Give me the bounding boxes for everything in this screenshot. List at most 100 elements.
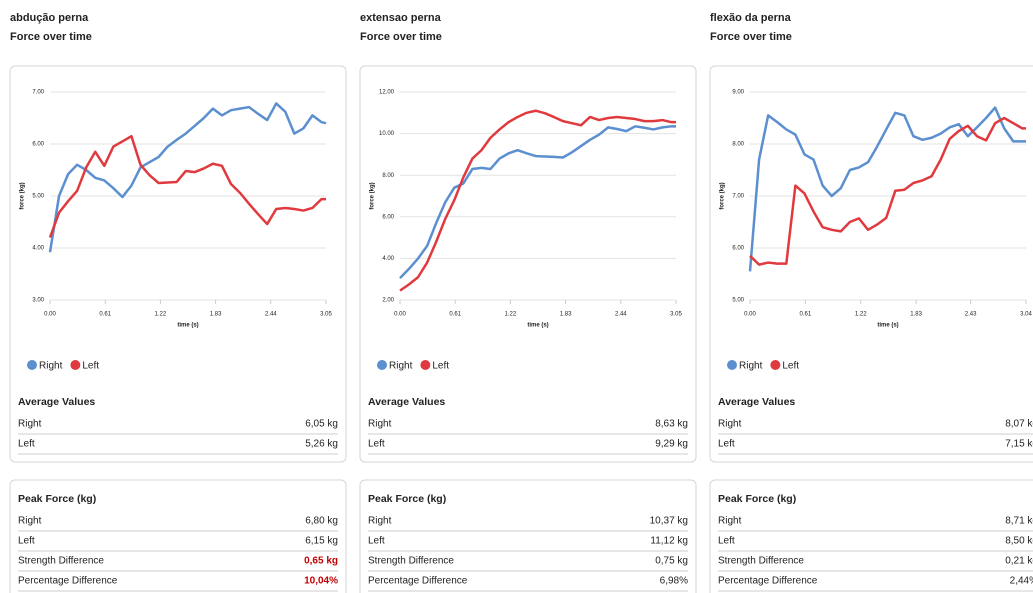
x-tick-label: 2.43 — [965, 312, 977, 318]
row-label: Left — [18, 439, 35, 450]
panel-subtitle: Force over time — [10, 31, 92, 43]
row-label: Strength Difference — [18, 556, 104, 567]
row-value: 10,37 kg — [650, 516, 688, 527]
y-axis-label: force (kg) — [720, 182, 726, 209]
row-label: Right — [18, 516, 42, 527]
legend-label: Left — [782, 361, 799, 372]
y-tick-label: 5.00 — [732, 298, 744, 304]
panel-subtitle: Force over time — [710, 31, 792, 43]
peak-card — [359, 479, 697, 593]
y-tick-label: 5.00 — [32, 194, 44, 200]
panel-title: flexão da perna — [710, 12, 792, 24]
series-line — [748, 106, 1026, 272]
row-value: 9,29 kg — [655, 439, 688, 450]
series-line — [749, 116, 1026, 266]
chart-card — [359, 65, 697, 463]
row-value: 5,26 kg — [305, 439, 338, 450]
x-axis-label: time (s) — [877, 323, 898, 329]
x-tick-label: 1.22 — [855, 312, 867, 318]
peak-card — [709, 479, 1033, 593]
legend-swatch — [27, 360, 37, 370]
row-label: Right — [718, 516, 742, 527]
x-axis-label: time (s) — [527, 323, 548, 329]
x-tick-label: 3.05 — [320, 312, 332, 318]
y-tick-label: 6.00 — [382, 214, 394, 220]
row-label: Left — [718, 439, 735, 450]
legend-label: Left — [82, 361, 99, 372]
x-tick-label: 0.61 — [99, 312, 111, 318]
row-value: 11,12 kg — [650, 536, 688, 547]
y-tick-label: 10.00 — [379, 131, 395, 137]
x-tick-label: 3.05 — [670, 312, 682, 318]
y-tick-label: 7.00 — [32, 90, 44, 96]
x-tick-label: 2.44 — [265, 312, 277, 318]
legend-swatch — [377, 360, 387, 370]
series-line — [399, 109, 676, 292]
y-tick-label: 4.00 — [382, 256, 394, 262]
row-label: Left — [368, 439, 385, 450]
row-value: 0,75 kg — [655, 556, 688, 567]
row-value: 6,15 kg — [305, 536, 338, 547]
legend-swatch — [727, 360, 737, 370]
y-tick-label: 12.00 — [379, 90, 395, 96]
row-label: Left — [18, 536, 35, 547]
x-tick-label: 0.61 — [449, 312, 461, 318]
table-title: Peak Force (kg) — [18, 493, 96, 505]
row-value: 0,21 kg — [1005, 556, 1033, 567]
y-tick-label: 2.00 — [382, 298, 394, 304]
y-tick-label: 4.00 — [32, 246, 44, 252]
x-tick-label: 3.04 — [1020, 312, 1032, 318]
x-tick-label: 0.00 — [744, 312, 756, 318]
row-label: Right — [718, 419, 742, 430]
row-label: Percentage Difference — [718, 576, 818, 587]
row-value: 7,15 kg — [1005, 439, 1033, 450]
y-axis-label: force (kg) — [370, 182, 376, 209]
x-tick-label: 0.00 — [44, 312, 56, 318]
y-tick-label: 8.00 — [732, 142, 744, 148]
table-title: Peak Force (kg) — [718, 493, 796, 505]
row-value: 8,50 kg — [1005, 536, 1033, 547]
panel-title: extensao perna — [360, 12, 442, 24]
series-line — [48, 102, 327, 253]
panel-title: abdução perna — [10, 12, 89, 24]
y-tick-label: 6.00 — [732, 246, 744, 252]
row-value: 6,98% — [660, 576, 688, 587]
panel-subtitle: Force over time — [360, 31, 442, 43]
x-tick-label: 2.44 — [615, 312, 627, 318]
x-tick-label: 0.00 — [394, 312, 406, 318]
row-value: 8,07 kg — [1005, 419, 1033, 430]
table-title: Average Values — [718, 396, 795, 408]
y-tick-label: 9.00 — [732, 90, 744, 96]
peak-card — [9, 479, 347, 593]
row-label: Strength Difference — [718, 556, 804, 567]
x-tick-label: 1.83 — [910, 312, 922, 318]
table-title: Average Values — [368, 396, 445, 408]
legend-label: Right — [739, 361, 763, 372]
row-label: Right — [368, 419, 392, 430]
chart-card — [9, 65, 347, 463]
x-tick-label: 1.22 — [505, 312, 517, 318]
table-title: Peak Force (kg) — [368, 493, 446, 505]
row-label: Strength Difference — [368, 556, 454, 567]
row-label: Percentage Difference — [18, 576, 118, 587]
y-tick-label: 8.00 — [382, 173, 394, 179]
legend-label: Right — [39, 361, 63, 372]
row-value: 0,65 kg — [304, 556, 338, 567]
row-value: 6,05 kg — [305, 419, 338, 430]
row-label: Right — [18, 419, 42, 430]
row-label: Percentage Difference — [368, 576, 468, 587]
y-tick-label: 6.00 — [32, 142, 44, 148]
x-tick-label: 1.83 — [210, 312, 222, 318]
x-tick-label: 1.22 — [155, 312, 167, 318]
legend-label: Right — [389, 361, 413, 372]
legend-swatch — [770, 360, 781, 370]
x-tick-label: 0.61 — [800, 312, 812, 318]
row-label: Right — [368, 516, 392, 527]
series-line — [399, 125, 676, 280]
series-line — [48, 134, 326, 239]
row-label: Left — [718, 536, 735, 547]
y-axis-label: force (kg) — [20, 182, 26, 209]
row-value: 6,80 kg — [305, 516, 338, 527]
legend-swatch — [70, 360, 81, 370]
